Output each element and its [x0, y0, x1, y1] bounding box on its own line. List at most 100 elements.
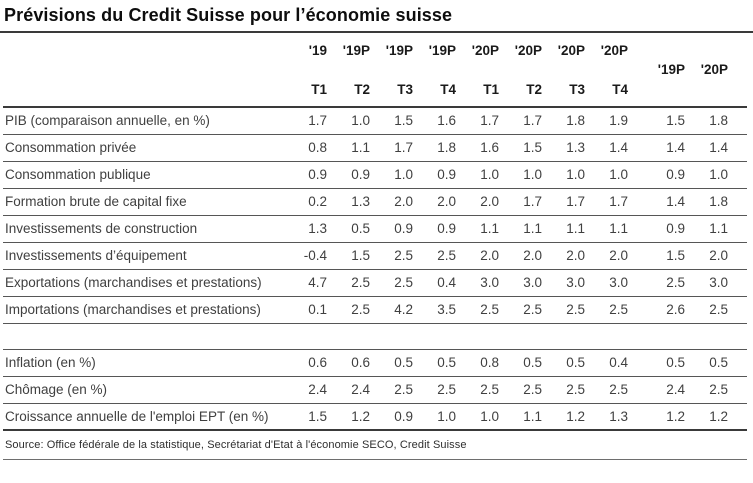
- table-row: Exportations (marchandises et prestation…: [3, 269, 747, 297]
- quarter-value-cell: 1.0: [328, 107, 371, 135]
- quarter-value-cell: 1.1: [586, 215, 629, 243]
- year-label: '20P: [600, 43, 628, 58]
- quarter-value-cell: 1.7: [586, 188, 629, 216]
- quarter-value-cell: 0.5: [500, 349, 543, 377]
- row-gap-cell: [629, 296, 643, 324]
- annual-value-cell: 1.0: [686, 161, 729, 189]
- annual-value-cell: 1.4: [643, 188, 686, 216]
- quarter-value-cell: 1.0: [414, 403, 457, 431]
- quarter-value-cell: 0.5: [328, 215, 371, 243]
- quarter-label: T1: [311, 82, 327, 97]
- year-label: '19P: [428, 43, 456, 58]
- quarter-value-cell: 2.5: [543, 296, 586, 324]
- quarter-label: T3: [569, 82, 585, 97]
- quarter-value-cell: 1.7: [500, 107, 543, 135]
- quarter-value-cell: 1.6: [457, 134, 500, 162]
- quarter-header-stack: '20P T2: [501, 34, 542, 105]
- quarter-header-stack: '19P T3: [372, 34, 413, 105]
- quarter-value-cell: 1.5: [371, 107, 414, 135]
- quarter-value-cell: 1.3: [285, 215, 328, 243]
- quarter-value-cell: 1.7: [500, 188, 543, 216]
- quarter-value-cell: 1.8: [543, 107, 586, 135]
- spacer-cell: [3, 323, 747, 350]
- quarter-value-cell: 1.0: [586, 161, 629, 189]
- row-edge-pad: [729, 269, 747, 297]
- quarter-label: T4: [440, 82, 456, 97]
- quarter-label: T3: [397, 82, 413, 97]
- quarter-value-cell: 2.5: [414, 376, 457, 404]
- quarter-value-cell: 1.1: [500, 403, 543, 431]
- quarter-value-cell: 1.0: [457, 161, 500, 189]
- row-edge-pad: [729, 242, 747, 270]
- quarter-value-cell: 1.4: [586, 134, 629, 162]
- year-label: '19P: [342, 43, 370, 58]
- annual-value-cell: 1.1: [686, 215, 729, 243]
- quarter-label: T4: [612, 82, 628, 97]
- row-label: Importations (marchandises et prestation…: [3, 296, 285, 324]
- row-edge-pad: [729, 349, 747, 377]
- row-label: Formation brute de capital fixe: [3, 188, 285, 216]
- table-row: Importations (marchandises et prestation…: [3, 296, 747, 324]
- quarter-value-cell: 1.5: [285, 403, 328, 431]
- row-edge-pad: [729, 161, 747, 189]
- quarter-value-cell: 0.9: [285, 161, 328, 189]
- table-row: Formation brute de capital fixe 0.2 1.3 2.0…: [3, 188, 747, 216]
- quarter-header-stack: '20P T1: [458, 34, 499, 105]
- quarter-label: T2: [526, 82, 542, 97]
- annual-value-cell: 2.6: [643, 296, 686, 324]
- quarter-value-cell: 0.4: [586, 349, 629, 377]
- row-gap-cell: [629, 376, 643, 404]
- annual-value-cell: 3.0: [686, 269, 729, 297]
- forecast-table: '19 T1 '19P T2 '19P T3 '19P T4 '20P T1 '20P T2 '20P T…: [3, 33, 747, 431]
- quarter-value-cell: 2.5: [500, 296, 543, 324]
- annual-value-cell: 1.2: [643, 403, 686, 431]
- column-header-annual: '19P: [643, 33, 686, 108]
- source-note: Source: Office fédérale de la statistiqu…: [3, 431, 747, 460]
- row-label: PIB (comparaison annuelle, en %): [3, 107, 285, 135]
- annual-value-cell: 1.8: [686, 188, 729, 216]
- quarter-value-cell: 1.3: [543, 134, 586, 162]
- row-gap-cell: [629, 242, 643, 270]
- quarter-value-cell: 2.5: [328, 269, 371, 297]
- quarter-header-stack: '20P T3: [544, 34, 585, 105]
- quarter-header-stack: '19 T1: [286, 34, 327, 105]
- quarter-value-cell: 1.0: [500, 161, 543, 189]
- quarter-value-cell: 0.8: [457, 349, 500, 377]
- year-label: '19P: [385, 43, 413, 58]
- annual-value-cell: 2.5: [643, 269, 686, 297]
- annual-value-cell: 0.5: [686, 349, 729, 377]
- title-bar: Prévisions du Credit Suisse pour l’écono…: [0, 0, 753, 33]
- annual-value-cell: 0.9: [643, 161, 686, 189]
- quarter-value-cell: 2.0: [457, 242, 500, 270]
- row-edge-pad: [729, 134, 747, 162]
- quarter-value-cell: 3.0: [457, 269, 500, 297]
- quarter-label: T2: [354, 82, 370, 97]
- quarter-value-cell: 1.3: [328, 188, 371, 216]
- quarter-value-cell: 0.9: [371, 215, 414, 243]
- column-header-quarter: '20P T4: [586, 33, 629, 108]
- row-label: Exportations (marchandises et prestation…: [3, 269, 285, 297]
- quarter-value-cell: 1.2: [543, 403, 586, 431]
- quarter-value-cell: 1.2: [328, 403, 371, 431]
- column-header-quarter: '19P T2: [328, 33, 371, 108]
- quarter-header-stack: '20P T4: [587, 34, 628, 105]
- quarter-header-stack: '19P T2: [329, 34, 370, 105]
- column-header-quarter: '19P T3: [371, 33, 414, 108]
- quarter-value-cell: 0.5: [414, 349, 457, 377]
- column-header-annual: '20P: [686, 33, 729, 108]
- column-header-quarter: '20P T2: [500, 33, 543, 108]
- row-gap-cell: [629, 134, 643, 162]
- annual-value-cell: 2.4: [643, 376, 686, 404]
- annual-value-cell: 1.2: [686, 403, 729, 431]
- year-label: '19: [308, 43, 327, 58]
- annual-value-cell: 1.4: [686, 134, 729, 162]
- annual-value-cell: 1.4: [643, 134, 686, 162]
- row-label: Investissements de construction: [3, 215, 285, 243]
- quarter-value-cell: 2.5: [457, 296, 500, 324]
- table-header-row: '19 T1 '19P T2 '19P T3 '19P T4 '20P T1 '20P T2 '20P T…: [3, 33, 747, 108]
- quarter-value-cell: 1.8: [414, 134, 457, 162]
- quarter-value-cell: 3.5: [414, 296, 457, 324]
- annual-value-cell: 2.0: [686, 242, 729, 270]
- annual-value-cell: 0.5: [643, 349, 686, 377]
